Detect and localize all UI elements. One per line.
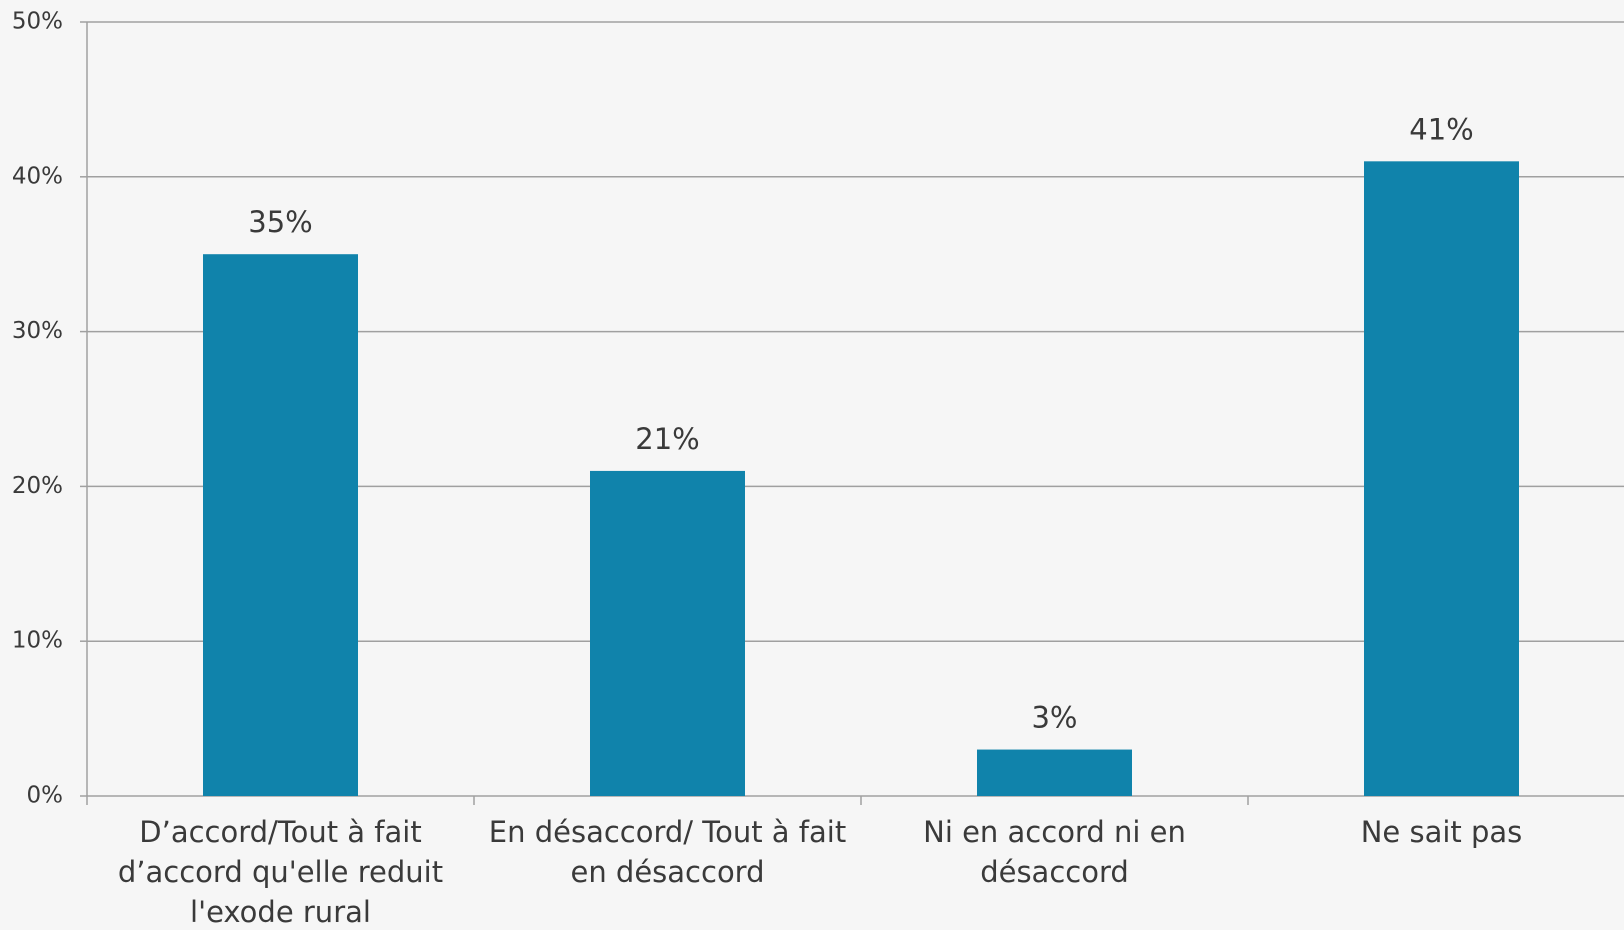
x-tick-label: En désaccord/ Tout à fait en désaccord [488,815,847,889]
value-label: 3% [1031,701,1077,735]
y-tick-label: 10% [12,628,63,654]
value-label: 35% [248,205,312,239]
value-label: 41% [1409,112,1473,146]
value-label: 21% [635,422,699,456]
y-tick-label: 30% [12,318,63,344]
bar [203,254,358,796]
y-tick-label: 40% [12,163,63,189]
bar [590,470,745,796]
y-tick-label: 20% [12,473,63,499]
bar [977,749,1132,796]
x-tick-label: Ne sait pas [1360,815,1523,849]
y-tick-label: 0% [27,783,64,809]
x-tick-label: Ni en accord ni en désaccord [923,815,1186,889]
bar [1364,161,1519,796]
x-tick-label: D’accord/Tout à fait d’accord qu'elle re… [117,815,444,929]
y-tick-label: 50% [12,9,63,35]
